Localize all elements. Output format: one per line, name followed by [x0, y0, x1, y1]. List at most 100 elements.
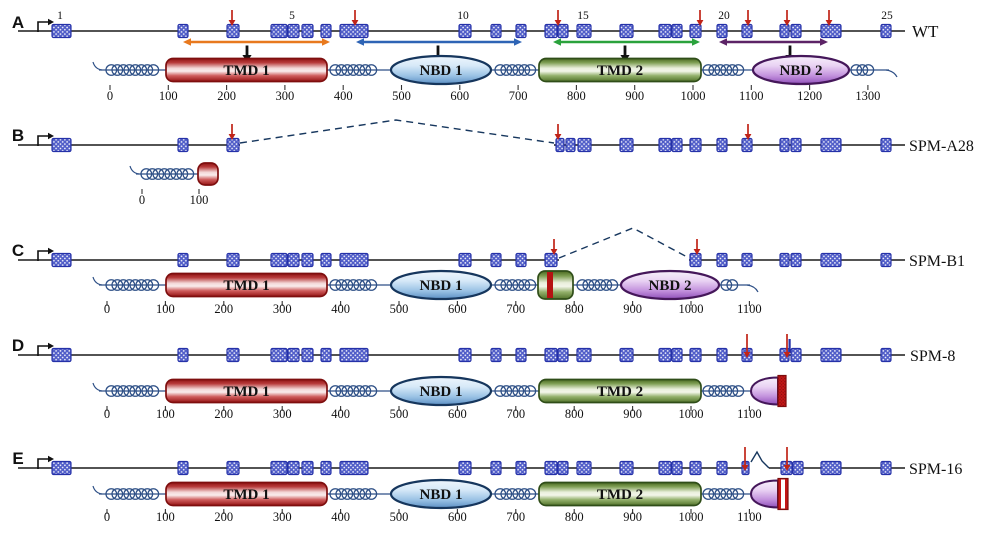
span-arrow-orange [183, 38, 330, 46]
splice-dashed-line [239, 119, 555, 144]
exon [458, 347, 472, 363]
exon-number: 15 [577, 10, 589, 22]
exon [790, 137, 802, 153]
coil-icon [494, 64, 537, 76]
scale-label: 800 [565, 510, 584, 524]
exon [287, 460, 300, 476]
protein-row [129, 162, 219, 186]
exon [339, 460, 369, 476]
exon [689, 137, 702, 153]
exon [820, 137, 842, 153]
mutation-arrow-icon [554, 124, 562, 140]
exon [226, 347, 240, 363]
coil-icon [105, 385, 160, 397]
residue-scale: 0 100 [139, 189, 208, 207]
exon [226, 460, 240, 476]
exon [779, 137, 790, 153]
mutation-arrow-icon [783, 447, 791, 471]
deletion-caret-icon [750, 450, 770, 469]
exon [177, 347, 189, 363]
domain-label: NBD 2 [780, 63, 823, 79]
exon [820, 460, 842, 476]
truncated-domain-box [537, 270, 574, 300]
exon [51, 137, 72, 153]
exon [458, 252, 472, 268]
exon [320, 252, 332, 268]
row-label: SPM-8 [910, 348, 955, 365]
exon [619, 23, 634, 39]
exon [689, 347, 702, 363]
exon [557, 460, 569, 476]
domain-box [165, 481, 328, 507]
coil-icon [329, 385, 378, 397]
exon [51, 460, 72, 476]
exon [671, 23, 683, 39]
residue-scale: 0 100 200 300 400 500 600 700 800 900 1000 1100 [104, 406, 762, 421]
scale-label: 200 [214, 302, 233, 316]
panel-letter: D [12, 336, 24, 355]
scale-label: 0 [107, 89, 113, 103]
panel-letter: A [12, 13, 24, 32]
exon [270, 23, 288, 39]
promoter-arrow-icon [37, 247, 54, 261]
scale-label: 300 [273, 302, 292, 316]
coil-icon [702, 64, 745, 76]
promoter-arrow-icon [37, 18, 54, 32]
exon [458, 23, 472, 39]
exon [177, 23, 189, 39]
exon [177, 252, 189, 268]
exon [565, 137, 576, 153]
exon [671, 460, 683, 476]
exon [544, 252, 558, 268]
scale-label: 100 [156, 510, 175, 524]
coil-icon [105, 64, 160, 76]
exon [301, 23, 314, 39]
exon [716, 137, 728, 153]
coil-icon [494, 279, 537, 291]
exon [790, 347, 802, 363]
domain-box [538, 481, 702, 507]
mutation-arrow-icon [696, 10, 704, 26]
mutation-arrow-icon [741, 447, 749, 471]
scale-label: 0 [139, 193, 145, 207]
exon [671, 137, 683, 153]
span-arrow-green [553, 38, 700, 46]
scale-label: 200 [217, 89, 236, 103]
exon [880, 460, 892, 476]
protein-tail [92, 276, 103, 286]
row-label: SPM-16 [909, 461, 962, 478]
exon [790, 252, 802, 268]
scale-label: 500 [390, 302, 409, 316]
exon [689, 252, 702, 268]
scale-label: 800 [567, 89, 586, 103]
exon [741, 23, 753, 39]
exon [490, 252, 502, 268]
scale-label: 100 [159, 89, 178, 103]
mutation-arrow-icon [783, 334, 791, 358]
coil-icon [494, 488, 537, 500]
exon [339, 23, 369, 39]
exon [270, 252, 288, 268]
scale-label: 900 [623, 407, 642, 421]
coil-icon [702, 385, 745, 397]
panel-B: B SPM-A28 0 100 [12, 119, 974, 207]
scale-label: 1100 [737, 407, 762, 421]
coil-icon [329, 64, 378, 76]
mutation-arrow-icon [693, 239, 701, 255]
scale-label: 100 [156, 407, 175, 421]
coil-icon [850, 64, 875, 76]
mutation-arrow-icon [744, 10, 752, 26]
exon [658, 460, 672, 476]
coil-icon [329, 279, 378, 291]
exon [576, 23, 592, 39]
exon [577, 137, 592, 153]
domain-label: TMD 2 [597, 384, 643, 400]
domain-oval [389, 269, 493, 301]
exon [555, 137, 565, 153]
truncated-domain-box [197, 162, 219, 186]
protein-tail [92, 61, 103, 71]
scale-label: 600 [450, 89, 469, 103]
exon [515, 252, 527, 268]
promoter-arrow-icon [37, 342, 54, 356]
